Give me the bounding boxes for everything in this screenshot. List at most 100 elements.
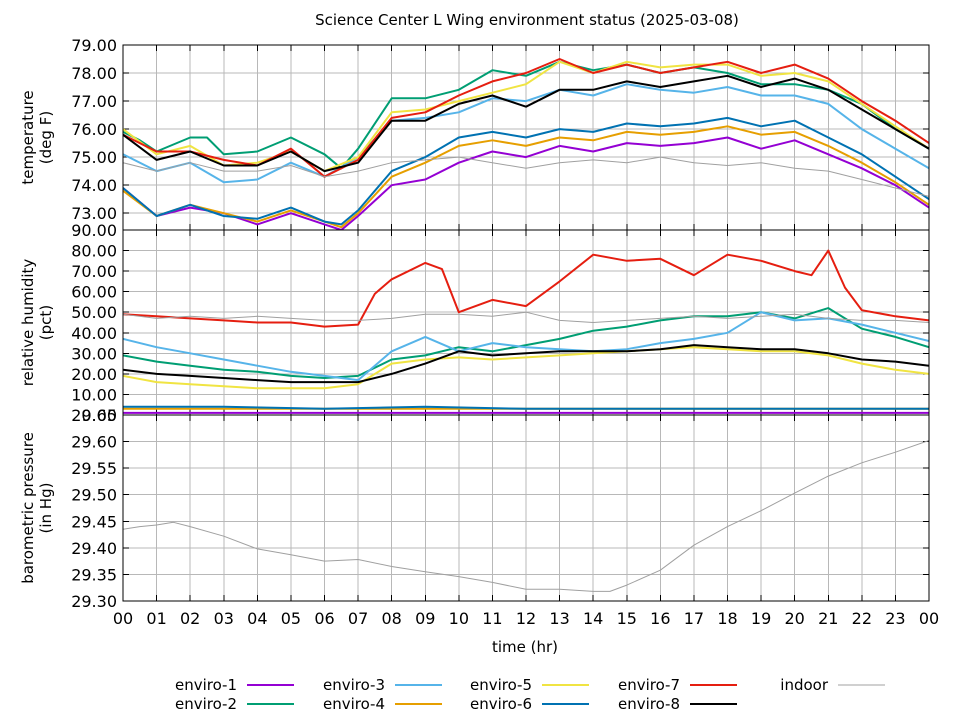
legend-item-enviro-6: enviro-6 (470, 695, 589, 713)
series-line-enviro-3 (123, 83, 929, 184)
x-tick-label: 17 (684, 609, 704, 628)
x-tick-label: 02 (180, 609, 200, 628)
y-tick-label: 70.00 (71, 262, 117, 281)
y-axis-label: relative humidity (19, 259, 37, 387)
y-tick-label: 29.55 (71, 459, 117, 478)
panel-pressure: 29.30 29.35 29.40 29.45 29.50 29.55 29.60 29.65… (19, 406, 930, 611)
x-tick-label: 10 (449, 609, 469, 628)
y-tick-label: 60.00 (71, 283, 117, 302)
x-tick-label: 16 (650, 609, 670, 628)
y-tick-label: 30.00 (71, 344, 117, 363)
series-group (123, 58, 929, 230)
x-tick-label: 21 (818, 609, 838, 628)
x-tick-label: 23 (885, 609, 905, 628)
y-tick-label: 74.00 (71, 176, 117, 195)
x-tick-label: 00 (113, 609, 133, 628)
legend-item-enviro-1: enviro-1 (175, 676, 294, 694)
legend-item-enviro-5: enviro-5 (470, 676, 589, 694)
y-tick-label: 0.00 (81, 406, 117, 425)
y-axis-label: barometric pressure (19, 432, 37, 584)
y-tick-label: 29.50 (71, 486, 117, 505)
x-tick-label: 20 (784, 609, 804, 628)
y-axis-label: (in Hg) (37, 483, 55, 534)
y-tick-label: 79.00 (71, 36, 117, 55)
series-line-enviro-2 (123, 307, 929, 379)
x-tick-label: 12 (516, 609, 536, 628)
series-line-enviro-1 (123, 136, 929, 230)
series-line-enviro-6 (123, 405, 929, 410)
series-group (123, 440, 929, 592)
y-tick-label: 90.00 (71, 221, 117, 240)
y-tick-label: 10.00 (71, 385, 117, 404)
series-line-indoor (123, 311, 929, 323)
legend-label: enviro-4 (323, 695, 385, 713)
series-line-enviro-2 (123, 60, 929, 170)
x-tick-label: 06 (314, 609, 334, 628)
series-line-indoor (123, 440, 929, 592)
legend-label: indoor (780, 676, 829, 694)
y-tick-label: 78.00 (71, 64, 117, 83)
x-tick-label: 14 (583, 609, 603, 628)
legend-label: enviro-6 (470, 695, 532, 713)
legend-label: enviro-1 (175, 676, 237, 694)
legend-item-enviro-8: enviro-8 (618, 695, 737, 713)
x-tick-label: 00 (919, 609, 939, 628)
panel-temperature: 73.00 74.00 75.00 76.00 77.00 78.00 79.00 tempe… (19, 36, 930, 231)
series-line-indoor (123, 156, 929, 197)
legend-label: enviro-2 (175, 695, 237, 713)
x-axis-label: time (hr) (492, 638, 558, 656)
y-tick-label: 29.35 (71, 565, 117, 584)
series-line-enviro-4 (123, 125, 929, 229)
y-axis-label: (deg F) (37, 111, 55, 164)
y-tick-label: 77.00 (71, 92, 117, 111)
y-tick-label: 40.00 (71, 324, 117, 343)
series-line-enviro-8 (123, 74, 929, 173)
series-line-enviro-3 (123, 311, 929, 382)
y-tick-label: 29.65 (71, 406, 117, 425)
x-tick-label: 08 (381, 609, 401, 628)
y-axis-label: (pct) (37, 305, 55, 340)
y-tick-label: 29.30 (71, 592, 117, 611)
x-tick-label: 13 (549, 609, 569, 628)
x-tick-label: 09 (415, 609, 435, 628)
y-tick-label: 73.00 (71, 204, 117, 223)
series-line-enviro-5 (123, 346, 929, 390)
y-axis-label: temperature (19, 90, 37, 184)
legend-label: enviro-8 (618, 695, 680, 713)
y-tick-label: 29.60 (71, 433, 117, 452)
plot-frame (122, 414, 930, 602)
x-tick-label: 22 (852, 609, 872, 628)
series-line-enviro-5 (123, 60, 929, 173)
y-tick-label: 76.00 (71, 120, 117, 139)
x-tick-label: 07 (348, 609, 368, 628)
y-tick-label: 20.00 (71, 365, 117, 384)
x-tick-label: 18 (717, 609, 737, 628)
x-tick-label: 01 (146, 609, 166, 628)
legend-item-enviro-2: enviro-2 (175, 695, 294, 713)
x-tick-label: 15 (617, 609, 637, 628)
legend-label: enviro-7 (618, 676, 680, 694)
series-line-enviro-7 (123, 249, 929, 328)
legend-label: enviro-5 (470, 676, 532, 694)
legend-item-enviro-4: enviro-4 (323, 695, 442, 713)
y-tick-label: 75.00 (71, 148, 117, 167)
x-tick-label: 03 (214, 609, 234, 628)
y-tick-label: 50.00 (71, 303, 117, 322)
legend-item-indoor: indoor (780, 676, 885, 694)
series-line-enviro-8 (123, 344, 929, 384)
legend-label: enviro-3 (323, 676, 385, 694)
x-tick-label: 19 (751, 609, 771, 628)
x-tick-label: 05 (281, 609, 301, 628)
y-tick-label: 29.40 (71, 539, 117, 558)
series-line-enviro-6 (123, 116, 929, 226)
x-tick-label: 04 (247, 609, 267, 628)
x-tick-label: 11 (482, 609, 502, 628)
chart-title: Science Center L Wing environment status… (315, 11, 739, 29)
y-tick-label: 80.00 (71, 242, 117, 261)
y-tick-label: 29.45 (71, 512, 117, 531)
series-group (123, 249, 929, 414)
legend-item-enviro-7: enviro-7 (618, 676, 737, 694)
